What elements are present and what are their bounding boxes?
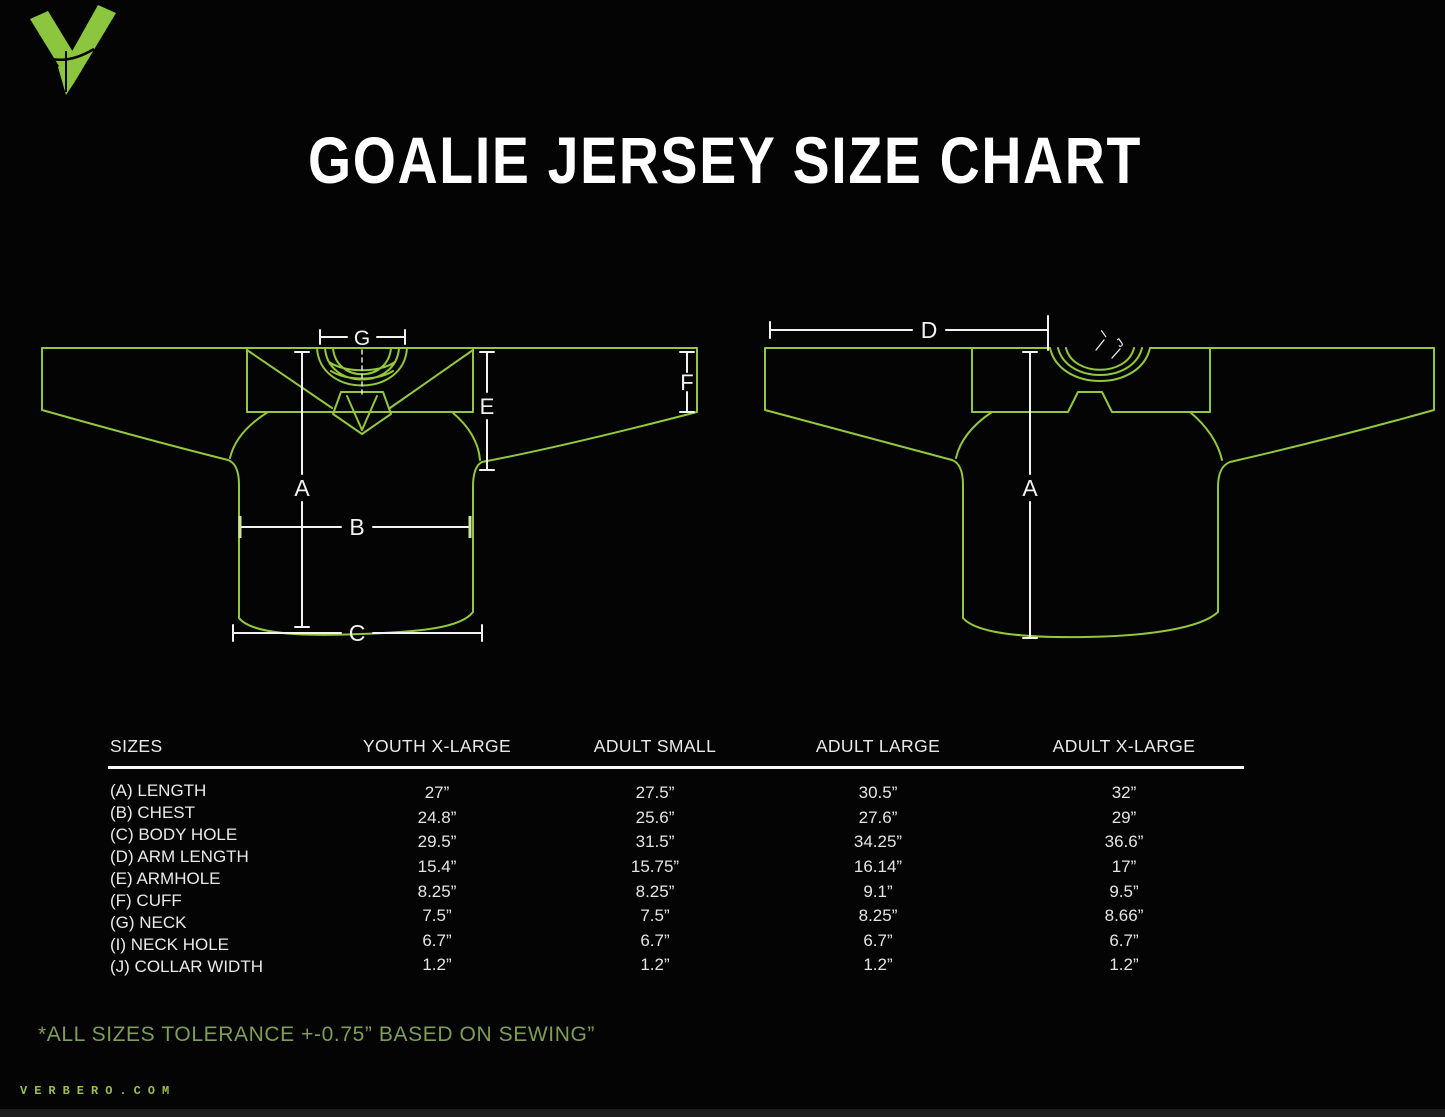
table-cell: 30.5”	[858, 783, 898, 802]
table-cell: 31.5”	[635, 832, 675, 852]
table-cell: 34.25”	[853, 832, 903, 852]
row-label-neck-hole: (I) NECK HOLE	[110, 935, 230, 954]
row-label-armhole: (E) ARMHOLE	[110, 869, 221, 888]
back-measure-a-line	[1022, 351, 1038, 639]
table-cell: 25.6”	[635, 807, 675, 827]
row-label-length: (A) LENGTH	[110, 781, 207, 800]
table-cell: 8.25”	[417, 881, 457, 901]
front-measure-label-e: E	[480, 394, 495, 419]
value-column-youth-x-large: 27” 24.8” 29.5” 15.4” 8.25” 7.5” 6.7” 1.…	[362, 781, 512, 978]
row-label-cuff: (F) CUFF	[110, 891, 182, 910]
table-cell: 29.5”	[417, 832, 457, 852]
table-cell: 7.5”	[422, 906, 452, 926]
back-jersey-seams	[955, 347, 1223, 461]
table-header-adult-small: ADULT SMALL	[593, 736, 717, 756]
table-cell: 6.7”	[1109, 930, 1139, 950]
table-cell: 6.7”	[640, 930, 670, 950]
front-b-end-ticks	[238, 516, 472, 538]
table-cell: 27”	[424, 783, 450, 802]
table-cell: 27.5”	[635, 783, 675, 802]
front-measure-c-line	[232, 624, 483, 642]
front-measure-label-b: B	[349, 514, 364, 540]
page-title: GOALIE JERSEY SIZE CHART	[308, 123, 1143, 197]
table-cell: 1.2”	[422, 955, 452, 975]
table-cell: 24.8”	[417, 807, 457, 827]
table-cell: 6.7”	[863, 930, 893, 950]
back-measure-label-j: J	[1113, 335, 1126, 350]
value-column-adult-x-large: 32” 29” 36.6” 17” 9.5” 8.66” 6.7” 1.2”	[1049, 781, 1199, 978]
table-cell: 1.2”	[863, 955, 893, 975]
front-measure-label-g: G	[354, 327, 370, 350]
table-cell: 16.14”	[853, 856, 903, 876]
table-cell: 1.2”	[640, 955, 670, 975]
table-cell: 29”	[1111, 807, 1137, 827]
front-measure-label-f: F	[680, 370, 693, 395]
row-label-body-hole: (C) BODY HOLE	[110, 825, 238, 844]
row-label-arm-length: (D) ARM LENGTH	[110, 847, 249, 866]
table-cell: 8.25”	[635, 881, 675, 901]
front-measure-f-line	[679, 351, 695, 413]
value-column-adult-small: 27.5” 25.6” 31.5” 15.75” 8.25” 7.5” 6.7”…	[580, 781, 730, 978]
back-jersey-outline	[764, 347, 1435, 639]
row-label-collar-width: (J) COLLAR WIDTH	[110, 957, 263, 976]
back-collar-ij-pointers	[1095, 339, 1121, 359]
table-cell: 8.25”	[858, 906, 898, 926]
value-column-adult-large: 30.5” 27.6” 34.25” 16.14” 9.1” 8.25” 6.7…	[803, 781, 953, 978]
table-cell: 32”	[1111, 783, 1137, 802]
front-jersey-seams	[229, 347, 481, 461]
table-cell: 17”	[1111, 856, 1137, 876]
back-collar	[1049, 347, 1151, 382]
table-cell: 15.75”	[630, 856, 680, 876]
front-measure-g-line	[319, 329, 406, 345]
verbero-logo	[30, 5, 116, 95]
front-measure-label-c: C	[349, 620, 366, 646]
table-header-adult-x-large: ADULT X-LARGE	[1052, 736, 1196, 756]
table-cell: 8.66”	[1104, 906, 1144, 926]
table-cell: 36.6”	[1104, 832, 1144, 852]
table-cell: 15.4”	[417, 856, 457, 876]
bottom-strip	[0, 1109, 1445, 1117]
table-cell: 27.6”	[858, 807, 898, 827]
row-label-neck: (G) NECK	[110, 913, 187, 932]
logo-left-wing	[30, 11, 76, 71]
table-row-labels: (A) LENGTH (B) CHEST (C) BODY HOLE (D) A…	[110, 780, 263, 978]
back-measure-label-i: I	[1098, 327, 1109, 340]
table-cell: 1.2”	[1109, 955, 1139, 975]
table-cell: 7.5”	[640, 906, 670, 926]
front-measure-a-line	[294, 351, 310, 628]
back-measure-d-line	[769, 315, 1049, 351]
front-jersey-outline	[41, 347, 698, 636]
table-header-rule	[108, 766, 1244, 769]
table-cell: 6.7”	[422, 930, 452, 950]
row-label-chest: (B) CHEST	[110, 803, 195, 822]
back-measure-label-d: D	[921, 317, 938, 343]
website-url: VERBERO.COM	[20, 1084, 177, 1098]
table-header-youth-x-large: YOUTH X-LARGE	[362, 736, 512, 756]
front-measure-label-a: A	[294, 475, 310, 501]
table-cell: 9.5”	[1109, 881, 1139, 901]
logo-right-wing	[58, 5, 116, 95]
table-header-adult-large: ADULT LARGE	[815, 736, 941, 756]
front-measure-e-line	[479, 351, 495, 471]
tolerance-footnote: *ALL SIZES TOLERANCE +-0.75” BASED ON SE…	[38, 1023, 596, 1046]
back-measure-label-a: A	[1022, 475, 1038, 501]
table-header-sizes: SIZES	[110, 736, 163, 756]
table-cell: 9.1”	[863, 881, 893, 901]
